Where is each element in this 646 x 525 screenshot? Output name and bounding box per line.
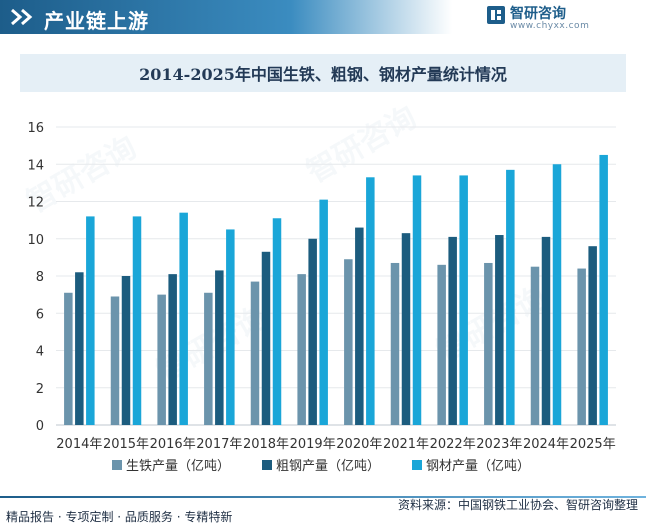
x-tick-label: 2024年 [523,437,569,452]
legend-swatch [262,460,272,470]
bar [75,272,84,425]
legend-swatch [412,460,422,470]
x-tick-label: 2016年 [150,437,196,452]
y-tick-label: 12 [27,196,44,211]
legend-swatch [112,460,122,470]
x-tick-label: 2018年 [243,437,289,452]
y-tick-label: 10 [27,233,44,248]
bar [179,212,188,425]
x-tick-label: 2014年 [56,437,102,452]
y-tick-label: 0 [36,419,44,434]
legend-label: 粗钢产量（亿吨） [276,459,380,474]
legend-label: 钢材产量（亿吨） [426,459,530,474]
bar [577,268,586,425]
bar [168,274,177,425]
footer: 资料来源：中国钢铁工业协会、智研咨询整理 精品报告 · 专项定制 · 品质服务 … [0,496,646,524]
bar [86,216,95,425]
brand-url: www.chyxx.com [510,21,590,31]
bar [121,276,131,425]
x-tick-label: 2020年 [336,437,382,452]
bar [226,229,235,425]
header-title: 产业链上游 [44,9,149,33]
x-tick-label: 2015年 [103,437,149,452]
bar [355,227,364,425]
bar [541,236,551,425]
y-tick-label: 6 [36,307,44,322]
brand-name: 智研咨询 [510,6,566,22]
bar [437,264,446,425]
y-tick-label: 8 [36,270,44,285]
bar [401,233,411,425]
bar [448,236,457,425]
brand-logo-icon [487,6,505,24]
bar [506,169,515,425]
x-tick-label: 2025年 [570,437,616,452]
bar [204,292,213,425]
bar [552,164,562,425]
x-tick-label: 2023年 [476,437,522,452]
bar [484,262,493,425]
bar [132,216,142,425]
bar [157,294,166,425]
y-tick-label: 16 [27,121,44,136]
bar [344,259,353,425]
bar [297,274,306,425]
x-tick-label: 2022年 [430,437,476,452]
bar [412,175,422,425]
footer-tagline: 精品报告 · 专项定制 · 品质服务 · 专精特新 [6,510,233,524]
footer-divider [0,496,646,498]
y-tick-label: 4 [36,345,44,360]
bar [599,154,608,425]
bar [366,177,375,425]
bar [250,281,260,425]
brand: 智研咨询 www.chyxx.com [486,3,636,35]
bar [459,175,468,425]
y-tick-label: 14 [27,158,44,173]
bar [390,262,400,425]
bar [215,270,224,425]
bar [261,251,271,425]
bar [588,246,597,425]
bar [530,266,540,425]
bar [308,238,317,425]
source-note: 资料来源：中国钢铁工业协会、智研咨询整理 [397,498,638,512]
bar [64,292,73,425]
x-tick-label: 2019年 [290,437,336,452]
chevron-icon [11,8,33,26]
x-tick-label: 2021年 [383,437,429,452]
header-bar: 产业链上游 [0,0,646,34]
legend-label: 生铁产量（亿吨） [126,459,230,474]
bar [110,296,120,425]
bar [319,199,328,425]
bar [495,235,504,425]
chart-title-bar: 2014-2025年中国生铁、粗钢、钢材产量统计情况 [20,54,626,92]
chart-title: 2014-2025年中国生铁、粗钢、钢材产量统计情况 [139,65,507,84]
bar [272,218,282,425]
y-tick-label: 2 [36,382,44,397]
x-tick-label: 2017年 [196,437,242,452]
